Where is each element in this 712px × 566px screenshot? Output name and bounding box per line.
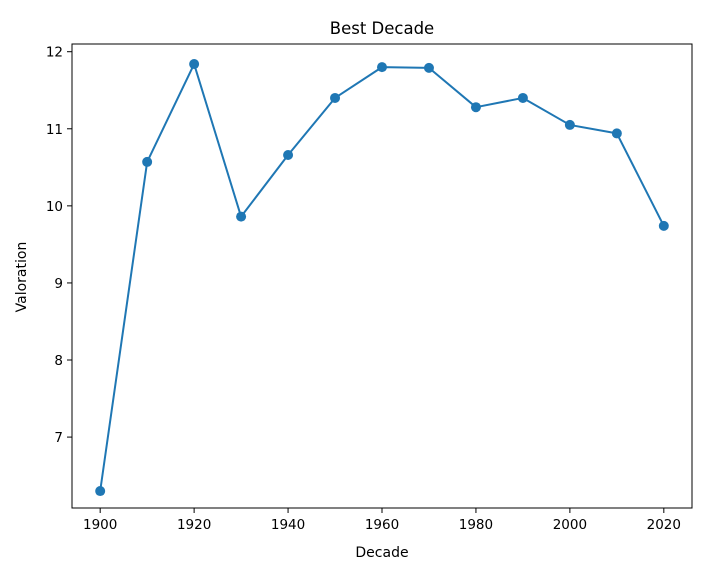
x-tick-label: 2000 bbox=[553, 517, 587, 533]
data-point bbox=[658, 220, 669, 231]
data-point bbox=[564, 119, 575, 130]
data-point bbox=[189, 59, 200, 70]
data-point bbox=[95, 486, 106, 497]
x-tick-label: 2020 bbox=[647, 517, 681, 533]
y-tick-label: 7 bbox=[54, 430, 63, 446]
data-point bbox=[236, 211, 247, 222]
data-point bbox=[470, 102, 481, 113]
y-tick-label: 8 bbox=[54, 353, 63, 369]
y-tick-label: 9 bbox=[54, 276, 63, 292]
y-axis-label: Valoration bbox=[14, 242, 30, 313]
x-tick-label: 1900 bbox=[83, 517, 117, 533]
x-tick-label: 1940 bbox=[271, 517, 305, 533]
data-point bbox=[142, 156, 153, 167]
y-tick-label: 11 bbox=[46, 122, 63, 138]
x-axis-label: Decade bbox=[355, 545, 408, 561]
data-point bbox=[517, 92, 528, 103]
x-tick-label: 1960 bbox=[365, 517, 399, 533]
y-tick-label: 10 bbox=[46, 199, 63, 215]
x-tick-label: 1920 bbox=[177, 517, 211, 533]
data-point bbox=[423, 62, 434, 73]
data-point bbox=[611, 128, 622, 139]
data-point bbox=[283, 149, 294, 160]
x-tick-label: 1980 bbox=[459, 517, 493, 533]
chart-title: Best Decade bbox=[330, 19, 434, 38]
y-tick-label: 12 bbox=[46, 45, 63, 61]
data-point bbox=[377, 62, 387, 73]
data-point bbox=[330, 92, 341, 103]
plot-area: 1900 1920 1940 1960 1980 2000 2020 7 8 9 10 11 12 bbox=[46, 43, 693, 533]
